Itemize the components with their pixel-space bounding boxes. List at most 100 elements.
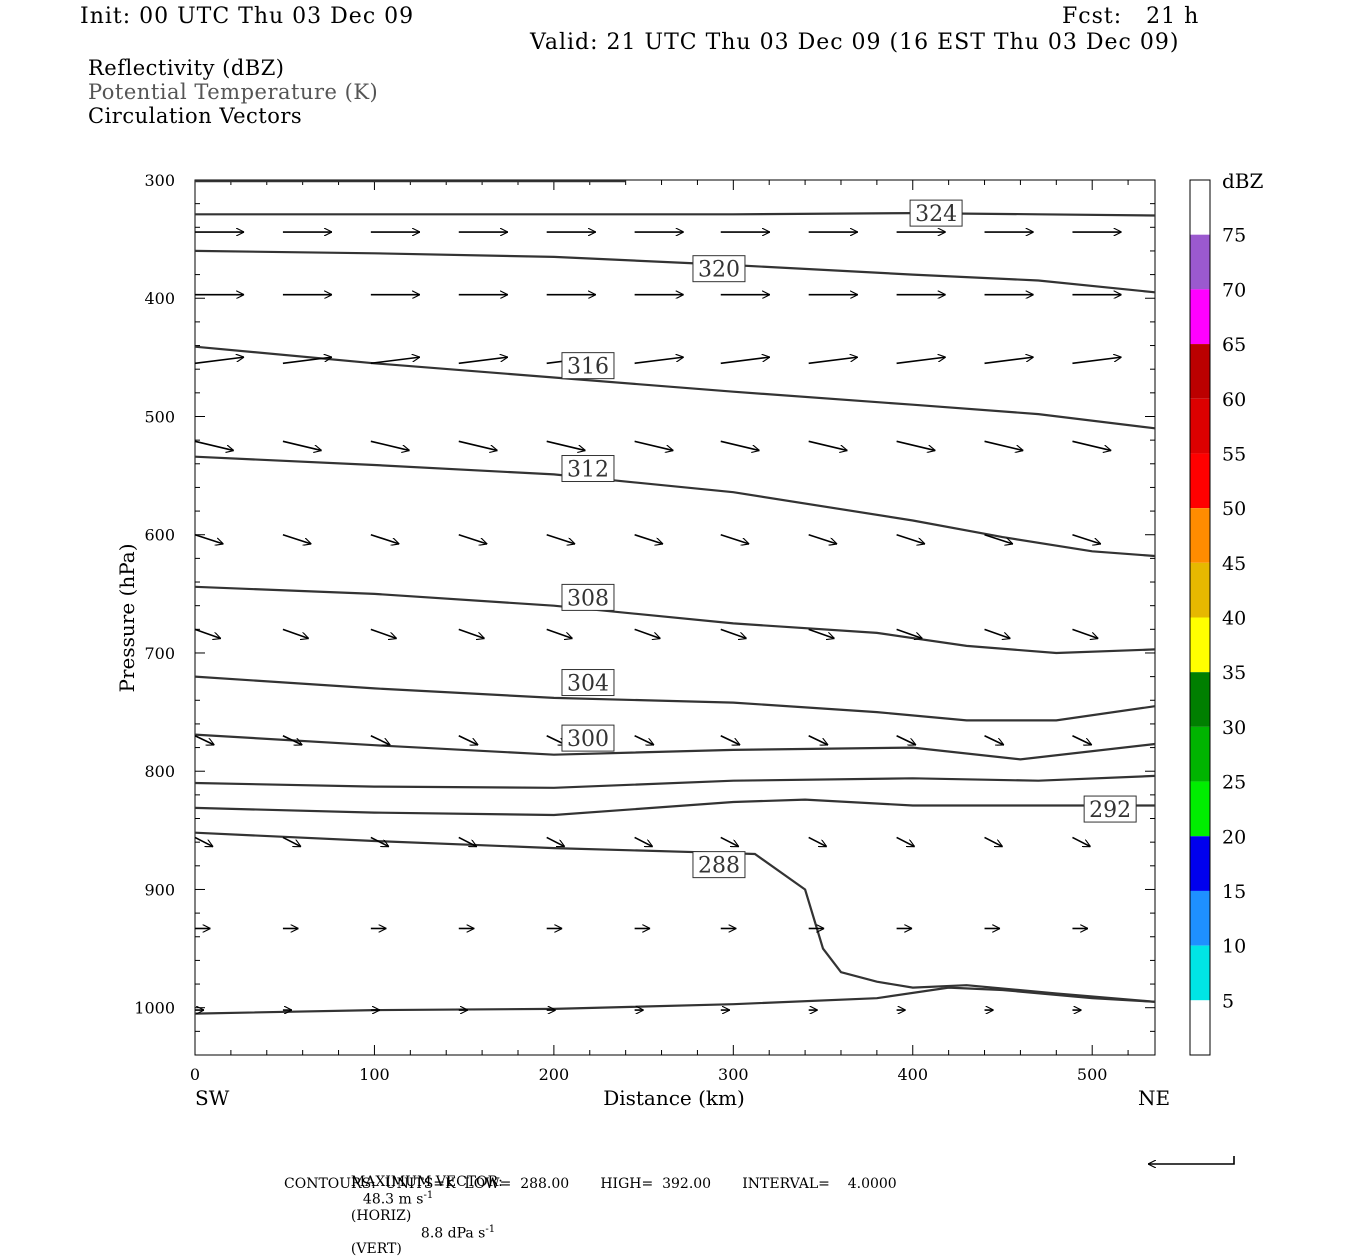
circulation-vector — [984, 836, 1003, 848]
colorbar-tick-label: 25 — [1222, 772, 1246, 794]
colorbar-tick-label: 10 — [1222, 936, 1246, 958]
colorbar-segment — [1190, 508, 1210, 563]
circulation-vector — [194, 836, 213, 848]
contour-label-box — [909, 199, 963, 227]
x-tick-label: 300 — [718, 1065, 749, 1084]
colorbar-segment — [1190, 1000, 1210, 1055]
circulation-vector — [1072, 735, 1091, 745]
circulation-vector — [896, 533, 925, 544]
colorbar-tick-label: 70 — [1222, 279, 1246, 301]
colorbar-tick-label: 50 — [1222, 498, 1246, 520]
circulation-vector — [984, 440, 1024, 450]
circulation-vector — [720, 735, 740, 745]
contour-label: 288 — [698, 854, 740, 879]
circulation-vector — [1072, 357, 1121, 365]
legend-circulation-vectors: Circulation Vectors — [88, 104, 303, 128]
circulation-vector — [458, 836, 477, 848]
colorbar-segment — [1190, 289, 1210, 345]
circulation-vector — [194, 357, 244, 365]
contour-label: 308 — [567, 586, 609, 611]
colorbar-tick-label: 30 — [1222, 717, 1246, 739]
y-tick-label: 400 — [144, 289, 175, 308]
colorbar-tick-label: 15 — [1222, 881, 1246, 903]
circulation-vector — [634, 440, 674, 450]
horiz-unit-exponent: -1 — [423, 1190, 434, 1201]
y-tick-label: 600 — [144, 526, 175, 545]
contour-label-box — [561, 455, 615, 483]
contour-label: 300 — [567, 727, 609, 752]
circulation-vector — [634, 533, 663, 544]
contour-label: 324 — [915, 202, 957, 227]
circulation-vector — [720, 533, 749, 544]
circulation-vector — [282, 836, 301, 848]
max-vector-line: MAXIMUM VECTOR: 48.3 m s-1 (HORIZ) 8.8 d… — [342, 1158, 503, 1257]
contour-label: 320 — [698, 258, 740, 283]
x-tick-label: 100 — [359, 1065, 390, 1084]
colorbar-segment — [1190, 617, 1210, 673]
y-tick-label: 700 — [144, 644, 175, 663]
circulation-vector — [808, 735, 828, 745]
vert-tag: (VERT) — [350, 1241, 402, 1257]
theta-contour — [194, 831, 1156, 1003]
circulation-vector — [1072, 440, 1111, 450]
colorbar-frame — [1189, 179, 1211, 1056]
circulation-vector — [282, 357, 332, 365]
colorbar-segment — [1190, 945, 1210, 1001]
reference-vector-icon — [1148, 1156, 1235, 1164]
colorbar-tick-label: 5 — [1222, 990, 1234, 1012]
circulation-vector — [808, 440, 848, 450]
circulation-vector — [896, 735, 916, 745]
circulation-vector — [634, 628, 661, 638]
x-tick-label: 400 — [897, 1065, 928, 1084]
circulation-vector — [808, 357, 858, 365]
colorbar-segment — [1190, 453, 1210, 509]
circulation-vector — [720, 440, 760, 450]
circulation-vector — [720, 357, 770, 365]
circulation-vector — [458, 440, 498, 450]
y-tick-label: 900 — [144, 880, 175, 899]
contour-label-box — [561, 583, 615, 611]
circulation-vector — [984, 533, 1013, 544]
contours-info: CONTOURS: UNITS=K LOW= 288.00 HIGH= 392.… — [284, 1176, 897, 1192]
colorbar: 75 70 65 60 55 50 45 40 35 30 25 20 15 10 5 — [1189, 179, 1246, 1056]
valid-time: Valid: 21 UTC Thu 03 Dec 09 (16 EST Thu … — [530, 30, 1180, 55]
y-tick-label: 300 — [144, 171, 175, 190]
circulation-vector — [370, 836, 389, 848]
theta-contour — [194, 455, 1156, 558]
circulation-vector — [720, 836, 739, 848]
x-tick-label: 500 — [1077, 1065, 1108, 1084]
contour-label-box — [692, 851, 746, 879]
max-vector-label: MAXIMUM VECTOR: — [350, 1174, 503, 1190]
circulation-vector — [720, 628, 747, 638]
colorbar-segment — [1190, 562, 1210, 618]
vert-unit-exponent: -1 — [485, 1223, 496, 1235]
circulation-vector — [282, 440, 322, 450]
horiz-tag: (HORIZ) — [350, 1207, 412, 1224]
colorbar-tick-label: 40 — [1222, 608, 1246, 630]
contour-label: 304 — [567, 672, 609, 697]
contour-label-box — [1083, 795, 1137, 823]
legend-potential-temperature: Potential Temperature (K) — [88, 80, 379, 104]
y-axis-title: Pressure (hPa) — [115, 544, 139, 693]
colorbar-unit-label: dBZ — [1222, 169, 1264, 193]
circulation-vector — [370, 533, 399, 544]
colorbar-segment — [1190, 726, 1210, 782]
circulation-vector — [896, 628, 923, 638]
circulation-vector — [984, 357, 1034, 365]
circulation-vector — [458, 533, 487, 544]
circulation-vector — [458, 735, 478, 745]
circulation-vector — [194, 533, 223, 544]
circulation-vector — [194, 628, 221, 638]
colorbar-tick-label: 75 — [1222, 225, 1246, 247]
cross-section-chart: 300 400 500 600 700 800 900 1000 0 100 200 300 400 50… — [115, 169, 1264, 1200]
colorbar-tick-label: 20 — [1222, 826, 1246, 848]
contour-label-box — [692, 255, 746, 283]
circulation-vector — [370, 628, 397, 638]
circulation-vector — [370, 735, 390, 745]
circulation-vector — [546, 836, 565, 848]
circulation-vector — [984, 628, 1011, 638]
plot-frame — [194, 179, 1156, 1056]
circulation-vector — [194, 440, 234, 450]
theta-contour — [194, 249, 1156, 294]
x-end-label-right: NE — [1138, 1086, 1170, 1110]
